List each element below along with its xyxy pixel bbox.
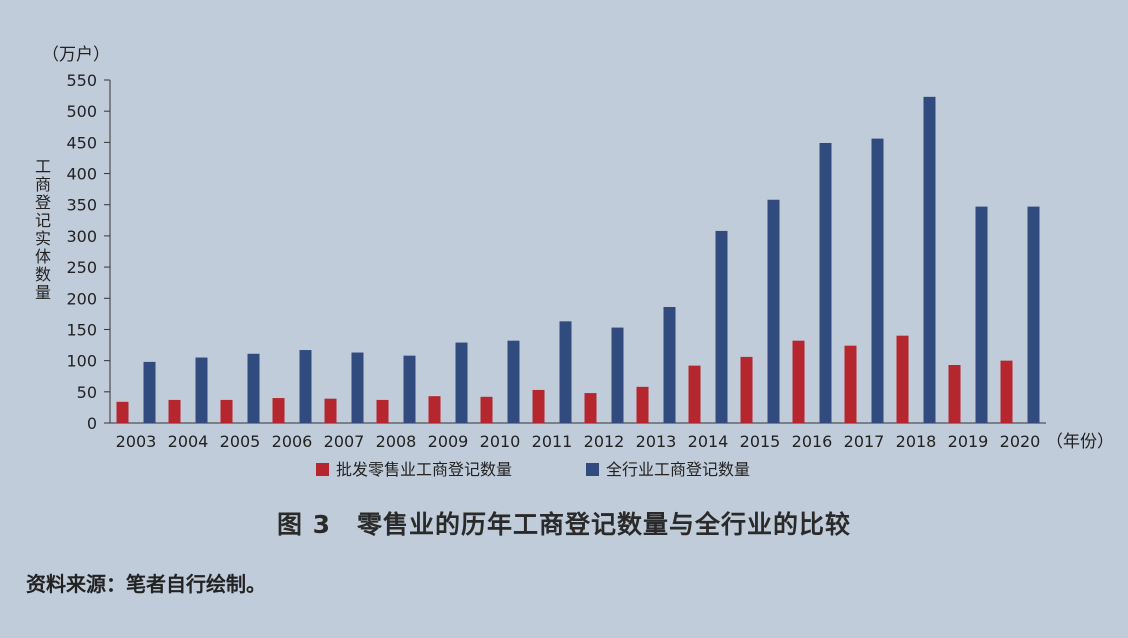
y-axis-title-char: 登 xyxy=(35,193,51,212)
source-note: 资料来源：笔者自行绘制。 xyxy=(26,572,266,596)
x-tick-label: 2012 xyxy=(584,432,625,451)
y-unit-label: （万户） xyxy=(42,45,110,65)
y-axis-title-char: 工 xyxy=(35,157,51,176)
bar-all-industry xyxy=(975,206,988,423)
bar-all-industry xyxy=(767,199,780,423)
legend: 批发零售业工商登记数量 全行业工商登记数量 xyxy=(316,460,750,479)
bar-retail xyxy=(1000,360,1013,423)
bar-all-industry xyxy=(871,138,884,423)
bar-all-industry xyxy=(403,355,416,423)
bar-all-industry xyxy=(923,96,936,423)
bars xyxy=(116,96,1040,423)
bar-retail xyxy=(220,399,233,423)
bar-retail xyxy=(272,398,285,423)
x-tick-label: 2007 xyxy=(324,432,365,451)
bar-all-industry xyxy=(663,307,676,423)
bar-all-industry xyxy=(819,142,832,423)
legend-swatch-all xyxy=(586,463,599,476)
legend-label-retail: 批发零售业工商登记数量 xyxy=(336,460,512,479)
bar-all-industry xyxy=(507,340,520,423)
y-tick-label: 350 xyxy=(66,196,97,215)
bar-all-industry xyxy=(559,321,572,423)
y-axis: 0 50 100 150 200 250 300 350 400 450 500 550 xyxy=(66,71,110,433)
x-tick-label: 2020 xyxy=(1000,432,1041,451)
bar-all-industry xyxy=(143,361,156,423)
y-tick-label: 300 xyxy=(66,227,97,246)
y-axis-title-char: 记 xyxy=(35,211,51,230)
y-tick-label: 50 xyxy=(77,383,97,402)
legend-swatch-retail xyxy=(316,463,329,476)
x-tick-label: 2004 xyxy=(168,432,209,451)
x-tick-label: 2003 xyxy=(116,432,157,451)
y-axis-title-char: 数 xyxy=(35,265,51,284)
legend-label-all: 全行业工商登记数量 xyxy=(606,460,750,479)
y-tick-label: 150 xyxy=(66,320,97,339)
x-tick-label: 2009 xyxy=(428,432,469,451)
bar-retail xyxy=(948,365,961,423)
bar-retail xyxy=(740,356,753,423)
x-unit-label: （年份） xyxy=(1046,432,1114,452)
y-axis-title-char: 实 xyxy=(35,229,51,248)
x-tick-label: 2015 xyxy=(740,432,781,451)
x-tick-label: 2011 xyxy=(532,432,573,451)
bar-retail xyxy=(168,399,181,423)
x-tick-label: 2008 xyxy=(376,432,417,451)
y-tick-label: 550 xyxy=(66,71,97,90)
x-tick-label: 2019 xyxy=(948,432,989,451)
bar-all-industry xyxy=(299,350,312,423)
bar-retail xyxy=(896,335,909,423)
x-tick-label: 2010 xyxy=(480,432,521,451)
bar-retail xyxy=(636,386,649,423)
y-axis-title-char: 体 xyxy=(35,247,51,266)
x-tick-label: 2016 xyxy=(792,432,833,451)
bar-retail xyxy=(532,389,545,423)
bar-retail xyxy=(688,365,701,423)
bar-retail xyxy=(844,345,857,423)
y-tick-label: 500 xyxy=(66,102,97,121)
bar-retail xyxy=(324,398,337,423)
x-tick-label: 2005 xyxy=(220,432,261,451)
bar-all-industry xyxy=(351,352,364,423)
bar-all-industry xyxy=(455,342,468,423)
y-tick-label: 200 xyxy=(66,289,97,308)
bar-retail xyxy=(116,401,129,423)
bar-all-industry xyxy=(195,357,208,423)
bar-retail xyxy=(480,396,493,423)
bar-all-industry xyxy=(1027,206,1040,423)
bar-all-industry xyxy=(247,353,260,423)
bar-all-industry xyxy=(611,327,624,423)
bar-retail xyxy=(792,340,805,423)
y-tick-label: 450 xyxy=(66,133,97,152)
y-tick-label: 250 xyxy=(66,258,97,277)
bar-retail xyxy=(428,396,441,423)
y-axis-title-char: 量 xyxy=(35,283,51,302)
x-tick-label: 2006 xyxy=(272,432,313,451)
x-tick-label: 2018 xyxy=(896,432,937,451)
x-tick-label: 2017 xyxy=(844,432,885,451)
figure-caption: 图 3 零售业的历年工商登记数量与全行业的比较 xyxy=(276,510,852,539)
bar-retail xyxy=(584,393,597,423)
bar-retail xyxy=(376,399,389,423)
y-tick-label: 400 xyxy=(66,165,97,184)
y-axis-title-char: 商 xyxy=(35,175,51,194)
bar-all-industry xyxy=(715,230,728,423)
y-tick-label: 100 xyxy=(66,352,97,371)
y-tick-label: 0 xyxy=(87,414,97,433)
x-axis: 2003 2004 2005 2006 2007 2008 2009 2010 2011 2012… xyxy=(116,432,1041,451)
x-tick-label: 2013 xyxy=(636,432,677,451)
x-tick-label: 2014 xyxy=(688,432,729,451)
